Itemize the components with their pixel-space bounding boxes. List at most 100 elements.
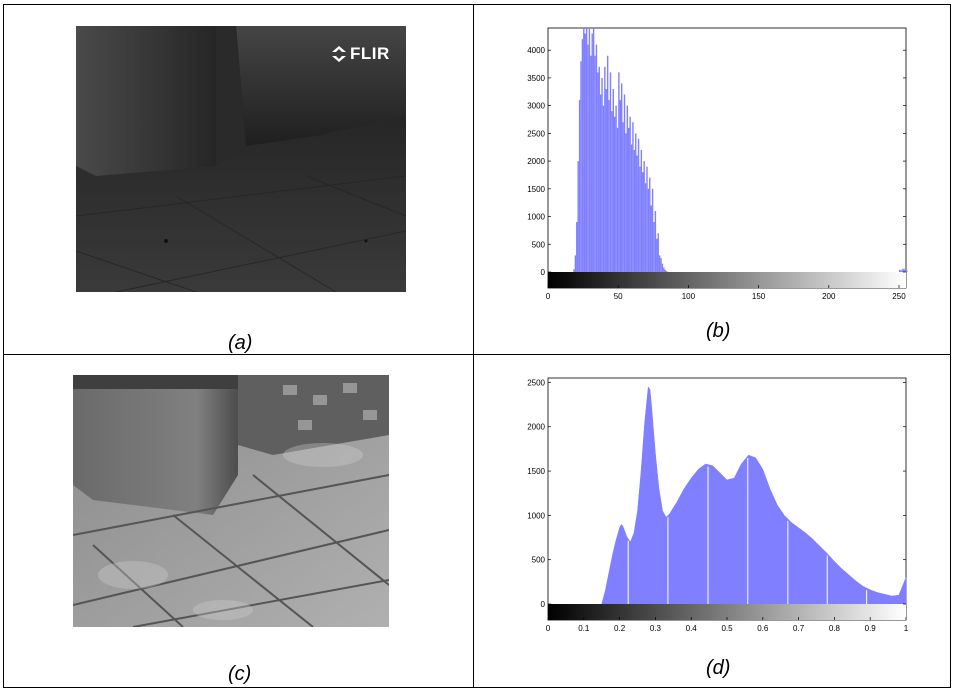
hist-b-bar-20 (601, 77, 603, 272)
caption-a: (a) (228, 332, 253, 354)
flir-logo-text: FLIR (350, 44, 390, 63)
thermal-image: FLIR (76, 26, 406, 292)
hist-b-bar-32 (618, 72, 620, 272)
hist-b-x-tick-label-3: 150 (752, 292, 766, 301)
hist-b-bar-39 (628, 127, 630, 273)
hist-b-bar-46 (637, 138, 640, 272)
hist-d-y-tick-label-1: 500 (532, 556, 546, 565)
hist-b-x-tick-label-1: 50 (614, 292, 623, 301)
hist-b-bar-34 (621, 83, 623, 272)
hist-b-y-tick-label-4: 2000 (527, 157, 545, 166)
hist-b-bar-15 (594, 55, 596, 273)
hist-b-bar-12 (590, 55, 592, 273)
hist-b-bar-18 (598, 66, 600, 272)
hist-b-bar-7 (583, 28, 585, 272)
hist-b-x-tick-label-0: 0 (546, 292, 551, 301)
hist-b-bar-65 (664, 269, 666, 272)
hist-b-bar-52 (646, 166, 648, 272)
hist-b-bar-8 (584, 33, 586, 272)
hist-b-bar-28 (612, 89, 614, 272)
hist-b-bar-16 (595, 44, 598, 272)
hist-b-x-tick-label-2: 100 (682, 292, 696, 301)
hist-b-bar-27 (611, 111, 613, 272)
histogram-b-svg: 0 500 1000 1500 2000 2500 3000 3500 4000 0 50 100 15… (527, 27, 908, 301)
hist-d-x-tick-label-9: 0.9 (865, 624, 877, 633)
hist-d-y-tick-label-4: 2000 (527, 423, 545, 432)
hist-b-bar-14 (592, 28, 595, 272)
hist-b-bar-40 (629, 116, 631, 273)
hist-d-x-tick-label-1: 0.1 (578, 624, 590, 633)
grid-line-middle (473, 4, 474, 688)
hist-b-bar-55 (650, 205, 652, 272)
hist-b-bar-21 (602, 105, 605, 273)
hist-b-bar-69 (901, 269, 904, 272)
hist-d-x-tick-label-10: 1 (904, 624, 909, 633)
grid-line-top (3, 4, 951, 5)
hist-b-bar-13 (591, 33, 593, 272)
hist-b-bar-47 (639, 166, 641, 272)
hist-b-bar-19 (599, 94, 602, 272)
hist-d-x-tick-label-4: 0.4 (686, 624, 698, 633)
hist-b-bar-72 (906, 270, 908, 272)
hist-b-bar-38 (626, 105, 629, 273)
hist-b-bar-35 (622, 122, 624, 272)
grid-line-middle-horizontal (3, 354, 951, 355)
hist-d-area (601, 386, 907, 605)
hist-b-bar-42 (632, 122, 634, 272)
hist-b-bar-63 (661, 263, 664, 272)
visible-image (73, 375, 389, 627)
hist-d-x-tick-label-0: 0 (546, 624, 551, 633)
histogram-d: 0 500 1000 1500 2000 2500 0 0.1 0.2 0.3 0.4 0.5 0.6 0… (512, 376, 910, 634)
hist-b-y-tick-label-7: 3500 (527, 74, 545, 83)
grid-line-right (950, 4, 951, 688)
hist-b-y-tick-label-0: 0 (541, 268, 546, 277)
hist-b-bar-1 (574, 255, 577, 272)
flir-logo-icon (332, 46, 346, 62)
hist-b-bar-3 (577, 161, 579, 272)
hist-b-y-tick-label-6: 3000 (527, 102, 545, 111)
histogram-b: 0 500 1000 1500 2000 2500 3000 3500 4000 0 50 100 15… (512, 26, 910, 302)
hist-b-bar-62 (660, 258, 662, 272)
hist-d-x-tick-label-6: 0.6 (757, 624, 769, 633)
hist-b-bar-71 (904, 269, 906, 272)
hist-b-bar-70 (903, 268, 905, 272)
hist-b-x-tick-label-5: 250 (892, 292, 906, 301)
hist-b-bar-37 (625, 133, 627, 272)
caption-c: (c) (228, 663, 252, 685)
hist-d-x-tick-label-8: 0.8 (829, 624, 841, 633)
hist-b-bar-45 (636, 155, 638, 272)
hist-b-y-tick-label-2: 1000 (527, 213, 545, 222)
hist-b-y-tick-label-1: 500 (532, 240, 546, 249)
hist-b-bar-23 (605, 89, 607, 272)
hist-b-bar-0 (573, 269, 575, 272)
hist-d-y-tick-label-2: 1000 (527, 511, 545, 520)
hist-b-bar-43 (633, 150, 636, 272)
hist-b-bar-58 (654, 211, 657, 272)
hist-b-y-tick-label-3: 1500 (527, 185, 545, 194)
flir-logo: FLIR (332, 44, 390, 64)
hist-d-gradient-bar (548, 604, 906, 620)
hist-b-bar-24 (606, 55, 609, 273)
hist-d-x-tick-label-3: 0.3 (650, 624, 662, 633)
hist-b-bar-64 (663, 267, 665, 272)
hist-b-bar-41 (630, 144, 633, 272)
hist-d-x-tick-label-7: 0.7 (793, 624, 805, 633)
hist-b-bar-60 (657, 233, 659, 272)
hist-d-x-tick-label-2: 0.2 (614, 624, 626, 633)
hist-b-bar-6 (581, 39, 584, 272)
caption-d: (d) (706, 657, 731, 679)
hist-b-bar-49 (642, 172, 644, 272)
hist-b-bar-5 (580, 61, 582, 272)
hist-b-bar-50 (643, 161, 645, 272)
hist-b-bar-25 (608, 100, 610, 272)
hist-b-bar-56 (651, 188, 654, 272)
hist-b-bar-44 (635, 133, 637, 272)
hist-b-bar-61 (658, 255, 661, 272)
hist-b-bar-66 (665, 271, 668, 272)
hist-d-bars (601, 386, 907, 605)
hist-b-bar-67 (898, 269, 901, 272)
grid-line-left (3, 4, 4, 688)
histogram-d-svg: 0 500 1000 1500 2000 2500 0 0.1 0.2 0.3 0.4 0.5 0.6 0… (527, 377, 909, 633)
hist-b-y-tick-label-5: 2500 (527, 129, 545, 138)
hist-b-bar-30 (615, 105, 617, 273)
